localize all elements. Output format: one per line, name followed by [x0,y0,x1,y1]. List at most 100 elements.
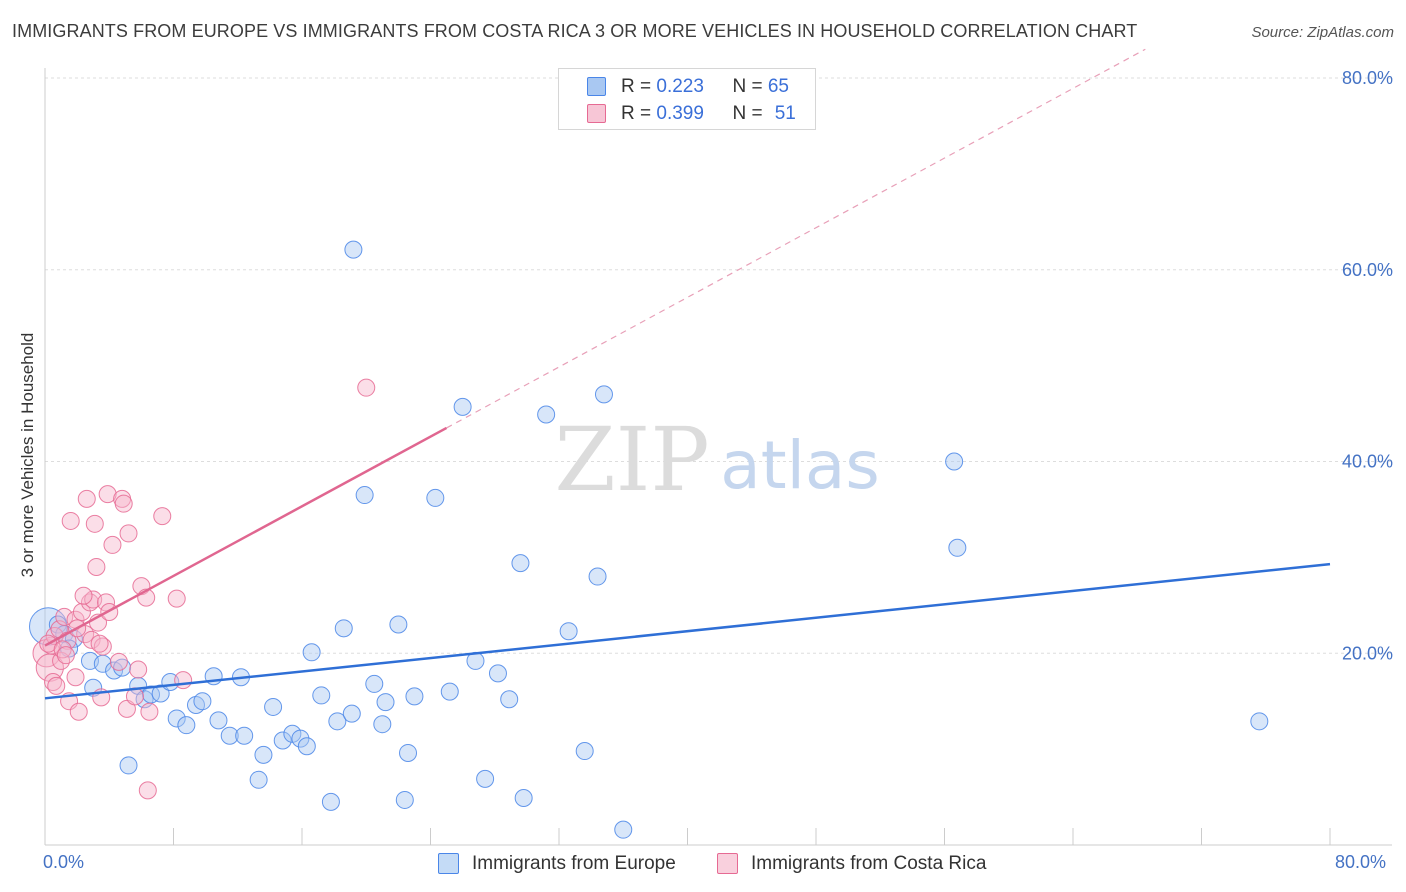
y-tick-label: 20.0% [1342,643,1393,663]
data-point [344,240,363,259]
costa-rica-swatch [587,104,606,123]
data-point [52,651,71,670]
y-tick-label: 40.0% [1342,452,1393,472]
data-point [355,486,374,505]
data-point [500,690,519,709]
europe-swatch [587,77,606,96]
data-point [74,586,93,605]
y-tick-label: 80.0% [1342,68,1393,88]
data-point [174,671,193,690]
data-point [399,743,418,762]
data-point [945,452,964,471]
source-label: Source: ZipAtlas.com [1251,24,1394,41]
data-point [426,488,445,507]
trendline-europe [44,562,1331,700]
data-point [80,593,99,612]
data-point [93,637,112,656]
data-point [109,652,128,671]
watermark-zip: ZIP [554,408,709,511]
data-point [334,619,353,638]
n-label: N = [732,76,768,97]
data-point [90,634,109,653]
r-label: R = [621,103,657,124]
data-point [537,405,556,424]
trendlines [44,48,1331,700]
data-point [119,756,138,775]
data-point [153,507,172,526]
gridlines [45,77,1392,654]
series-costa-rica-points [32,378,376,800]
x-tick-label-min: 0.0% [43,852,85,872]
data-point [55,607,74,626]
data-point [129,660,148,679]
data-point [47,676,66,695]
data-point [588,567,607,586]
data-point [376,693,395,712]
data-point [575,742,594,761]
data-point [53,640,72,659]
data-point [56,646,75,665]
data-point [614,820,633,839]
data-point [476,769,495,788]
data-point [488,664,507,683]
data-point [103,535,122,554]
r-value-costa-rica: 0.399 [656,103,704,124]
data-point [177,716,196,735]
y-tick-labels: 20.0% 40.0% 60.0% 80.0% [1342,68,1393,663]
data-point [389,615,408,634]
data-point [61,511,80,530]
data-point [85,514,104,533]
data-point [297,737,316,756]
y-tick-label: 60.0% [1342,260,1393,280]
chart-title: IMMIGRANTS FROM EUROPE VS IMMIGRANTS FRO… [12,21,1138,41]
watermark: ZIP atlas [554,408,879,511]
data-point [342,704,361,723]
data-point [69,702,88,721]
data-point [948,538,967,557]
data-point [235,726,254,745]
data-point [87,557,106,576]
data-point [559,622,578,641]
data-point [66,668,85,687]
legend-swatch-europe [438,853,459,874]
r-label: R = [621,76,657,97]
stats-legend: R = 0.223 N = 65 R = 0.399 N = 51 [558,68,816,130]
data-point [594,385,613,404]
data-point [302,643,321,662]
data-point [511,554,530,573]
trendline-costa-rica-extension [446,48,1146,429]
data-point [405,687,424,706]
data-point [249,770,268,789]
data-point [114,494,133,513]
trendline-costa-rica [44,426,448,647]
data-point [98,485,117,504]
data-point [273,731,292,750]
data-point [328,712,347,731]
data-point [514,789,533,808]
data-point [167,589,186,608]
legend-label-europe: Immigrants from Europe [472,853,676,874]
n-label: N = [732,103,768,124]
data-point [193,692,212,711]
data-point [113,658,132,677]
data-point [357,378,376,397]
data-point [220,726,239,745]
data-point [140,702,159,721]
x-tick-label-max: 80.0% [1335,852,1387,872]
data-point [1250,712,1269,731]
data-point [209,711,228,730]
series-europe-points [29,240,1269,839]
r-value-europe: 0.223 [656,76,704,97]
data-point [291,729,310,748]
data-point [395,790,414,809]
n-value-europe: 65 [767,76,789,97]
legend-swatch-costa-rica [717,853,738,874]
data-point [77,489,96,508]
data-point [440,682,459,701]
data-point [97,593,116,612]
legend-label-costa-rica: Immigrants from Costa Rica [751,853,987,874]
data-point [321,792,340,811]
n-value-costa-rica: 51 [774,103,796,124]
axes [44,68,1392,846]
